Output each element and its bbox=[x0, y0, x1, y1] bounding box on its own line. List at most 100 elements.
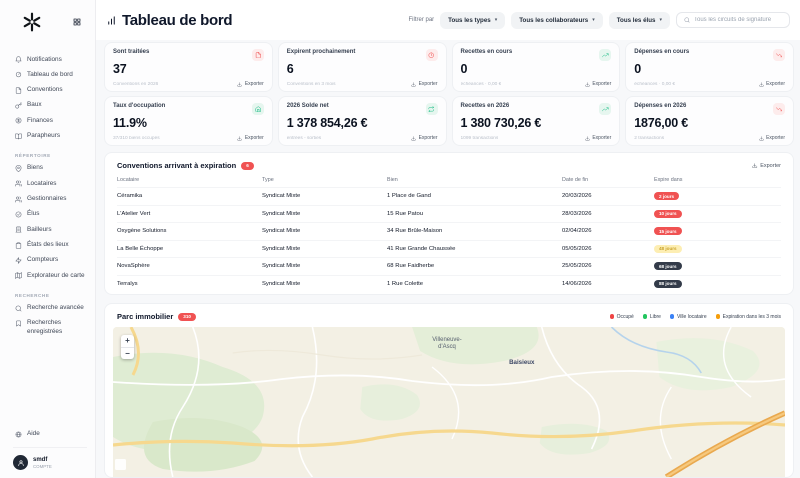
sidebar-section-label: RECHERCHE bbox=[15, 292, 50, 298]
sidebar-footer: Aide smdf COMPTE bbox=[0, 427, 95, 472]
sidebar-item-recherches-enregistrees[interactable]: Recherches enregistrées bbox=[0, 316, 95, 340]
sidebar-item-elus[interactable]: Élus bbox=[0, 207, 95, 222]
sidebar-item-gestionnaires[interactable]: Gestionnaires bbox=[0, 192, 95, 207]
expire-badge: 48 jours bbox=[654, 244, 682, 253]
sidebar-item-notifications[interactable]: Notifications bbox=[0, 52, 95, 67]
sidebar-item-etats-des-lieux[interactable]: États des lieux bbox=[0, 238, 95, 253]
sidebar-item-finances[interactable]: Finances bbox=[0, 113, 95, 128]
sidebar-item-baux[interactable]: Baux bbox=[0, 98, 95, 113]
sidebar-item-explorateur-de-carte[interactable]: Explorateur de carte bbox=[0, 268, 95, 283]
parc-immobilier-card: Parc immobilier 310 Occupé Libre Ville loc… bbox=[104, 303, 794, 478]
cell-bien: 1 Rue Colette bbox=[387, 280, 424, 287]
coin-icon bbox=[15, 117, 22, 125]
kpi-value: 6 bbox=[286, 62, 294, 76]
map-zoom-control: + − bbox=[121, 335, 134, 359]
zoom-in-button[interactable]: + bbox=[125, 336, 130, 345]
apps-grid-icon[interactable] bbox=[72, 12, 82, 32]
sidebar-item-tableau-de-bord[interactable]: Tableau de bord bbox=[0, 67, 95, 82]
kpi-subtitle: échéances · 0,00 € bbox=[634, 81, 676, 87]
sidebar-item-label: Recherches enregistrées bbox=[27, 319, 63, 335]
column-header: Locataire bbox=[117, 177, 140, 183]
sidebar-item-locataires[interactable]: Locataires bbox=[0, 176, 95, 191]
signature-search-input[interactable] bbox=[694, 17, 782, 23]
pin-icon bbox=[15, 164, 22, 172]
export-kpi-button[interactable]: Exporter bbox=[759, 135, 785, 141]
filter-dropdown-tous-les-elus[interactable]: Tous les élus ▾ bbox=[608, 11, 670, 29]
cell-locataire: NovaSphère bbox=[117, 263, 150, 270]
column-header: Expire dans bbox=[654, 177, 683, 183]
export-kpi-button[interactable]: Exporter bbox=[411, 81, 438, 87]
kpi-title: Recettes en cours bbox=[460, 49, 513, 55]
kpi-value: 1 380 730,26 € bbox=[460, 116, 542, 130]
table-row[interactable]: La Belle Échoppe Syndicat Mixte 41 Rue Gra… bbox=[117, 239, 781, 258]
map-image: Villeneuve- d'Ascq Baisieux bbox=[113, 327, 785, 477]
trend-down-icon bbox=[773, 49, 785, 61]
cell-bien: 1 Place de Gand bbox=[387, 193, 431, 200]
file-icon bbox=[15, 86, 22, 94]
sidebar-item-aide[interactable]: Aide bbox=[0, 427, 95, 442]
table-row[interactable]: Céramika Syndicat Mixte 1 Place de Gand 20/… bbox=[117, 187, 781, 205]
export-kpi-button[interactable]: Exporter bbox=[237, 135, 264, 141]
brand-logo-icon bbox=[22, 12, 42, 37]
table-row[interactable]: Terralys Syndicat Mixte 1 Rue Colette 14/06… bbox=[117, 274, 781, 293]
sidebar: Notifications Tableau de bord Conventions B… bbox=[0, 0, 96, 478]
sidebar-item-label: Élus bbox=[27, 210, 40, 218]
legend-item-expiration-dans-les-3-mois: Expiration dans les 3 mois bbox=[715, 314, 781, 320]
filter-label: Filtrer par bbox=[408, 17, 435, 23]
export-kpi-button[interactable]: Exporter bbox=[411, 135, 438, 141]
kpi-card-taux-d-occupation: Taux d'occupation 11.9% 37/310 biens occup… bbox=[104, 96, 273, 146]
kpi-title: Dépenses en cours bbox=[634, 49, 690, 55]
kpi-card-recettes-en-cours: Recettes en cours 0 échéances · 0,00 € Expo… bbox=[451, 42, 621, 92]
table-row[interactable]: NovaSphère Syndicat Mixte 68 Rue Faidherbe… bbox=[117, 257, 781, 275]
expire-badge: 68 jours bbox=[654, 262, 682, 271]
parc-title: Parc immobilier bbox=[117, 312, 174, 321]
map-canvas[interactable]: Villeneuve- d'Ascq Baisieux + − bbox=[113, 327, 785, 477]
sidebar-item-recherche-avancee[interactable]: Recherche avancée bbox=[0, 301, 95, 316]
export-kpi-button[interactable]: Exporter bbox=[585, 81, 611, 87]
clock-icon bbox=[425, 49, 438, 61]
sidebar-item-parapheurs[interactable]: Parapheurs bbox=[0, 129, 95, 144]
cell-locataire: Céramika bbox=[117, 193, 143, 200]
check-circle-icon bbox=[15, 210, 22, 218]
sidebar-section-label: RÉPERTOIRE bbox=[15, 152, 51, 158]
main-area: Tableau de bord Filtrer par Tous les typ… bbox=[96, 0, 800, 478]
clipboard-icon bbox=[15, 241, 22, 249]
cell-bien: 41 Rue Grande Chaussée bbox=[387, 245, 456, 252]
export-kpi-button[interactable]: Exporter bbox=[237, 81, 264, 87]
kpi-card-sont-traitees: Sont traitées 37 Conventions en 2026 Export… bbox=[104, 42, 273, 92]
filter-bar: Filtrer par Tous les types ▾ Tous les coll… bbox=[408, 11, 790, 29]
user-account[interactable]: smdf COMPTE bbox=[13, 447, 87, 470]
chevron-down-icon: ▾ bbox=[659, 16, 662, 23]
parc-count-badge: 310 bbox=[178, 312, 196, 321]
kpi-subtitle: 2 transactions bbox=[634, 135, 665, 141]
legend-item-occupe: Occupé bbox=[609, 314, 634, 320]
sidebar-item-bailleurs[interactable]: Bailleurs bbox=[0, 222, 95, 237]
download-icon bbox=[411, 135, 416, 141]
bookmark-icon bbox=[15, 319, 22, 327]
sidebar-item-label: Conventions bbox=[27, 86, 63, 94]
export-kpi-button[interactable]: Exporter bbox=[759, 81, 785, 87]
sidebar-item-label: Bailleurs bbox=[27, 225, 52, 233]
cell-date-fin: 02/04/2026 bbox=[562, 228, 592, 235]
zoom-out-button[interactable]: − bbox=[121, 347, 134, 359]
export-kpi-button[interactable]: Exporter bbox=[585, 135, 611, 141]
filter-dropdown-tous-les-collaborateurs[interactable]: Tous les collaborateurs ▾ bbox=[511, 11, 603, 29]
export-expirations-button[interactable]: Exporter bbox=[752, 163, 781, 169]
sidebar-item-compteurs[interactable]: Compteurs bbox=[0, 253, 95, 268]
kpi-value: 0 bbox=[634, 62, 642, 76]
sidebar-item-conventions[interactable]: Conventions bbox=[0, 83, 95, 98]
key-icon bbox=[15, 101, 22, 109]
trend-up-icon bbox=[599, 103, 612, 115]
kpi-title: Taux d'occupation bbox=[113, 103, 166, 109]
sidebar-item-label: États des lieux bbox=[27, 241, 69, 249]
kpi-value: 11.9% bbox=[113, 116, 147, 130]
download-icon bbox=[752, 163, 758, 169]
expire-badge: 10 jours bbox=[654, 209, 682, 218]
table-row[interactable]: Oxygène Solutions Syndicat Mixte 34 Rue Br… bbox=[117, 222, 781, 240]
filter-dropdown-tous-les-types[interactable]: Tous les types ▾ bbox=[440, 11, 506, 29]
bar-chart-icon bbox=[106, 15, 117, 26]
trend-up-icon bbox=[599, 49, 612, 61]
kpi-value: 1876,00 € bbox=[634, 116, 689, 130]
sidebar-item-biens[interactable]: Biens bbox=[0, 161, 95, 176]
table-row[interactable]: L'Atelier Vert Syndicat Mixte 15 Rue Patou… bbox=[117, 204, 781, 223]
